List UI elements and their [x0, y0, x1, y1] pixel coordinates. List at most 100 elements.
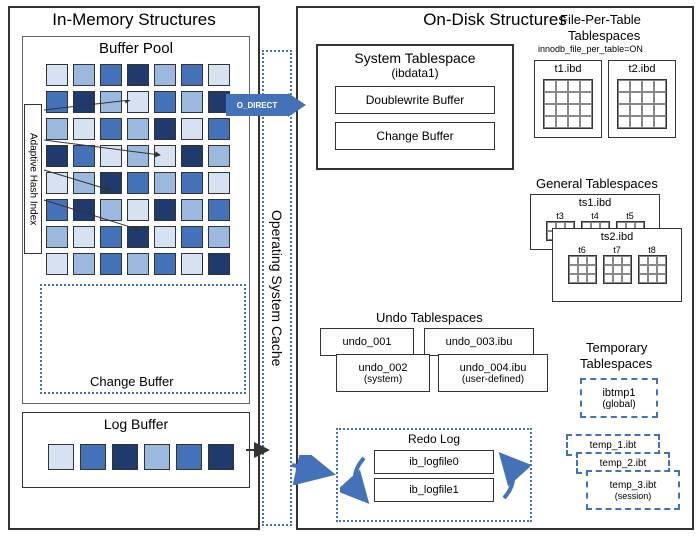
- redo-log-title: Redo Log: [338, 430, 530, 446]
- gen-ts-title: General Tablespaces: [536, 176, 658, 191]
- odirect-arrow-head: [288, 93, 306, 117]
- os-cache: Operating System Cache: [262, 50, 292, 526]
- log-buffer-cell: [144, 444, 170, 470]
- ahi-box: Adaptive Hash Index: [24, 104, 42, 254]
- buffer-pool-cell: [46, 226, 68, 248]
- change-buffer-title: Change Buffer: [90, 374, 174, 389]
- buffer-pool-cell: [208, 64, 230, 86]
- buffer-pool-cell: [46, 118, 68, 140]
- buffer-pool-cell: [46, 145, 68, 167]
- fpt-file-1: t1.ibd: [534, 60, 602, 138]
- undo-1: undo_001: [320, 328, 414, 356]
- buffer-pool-cell: [208, 199, 230, 221]
- buffer-pool-cell: [181, 91, 203, 113]
- mini-table-icon: [617, 79, 667, 129]
- buffer-pool-cell: [181, 118, 203, 140]
- buffer-pool-cell: [154, 64, 176, 86]
- buffer-pool-cell: [73, 172, 95, 194]
- buffer-pool-title: Buffer Pool: [23, 37, 249, 60]
- buffer-pool-cell: [208, 145, 230, 167]
- fpt-file-2-name: t2.ibd: [629, 63, 656, 75]
- panel-inmem-title: In-Memory Structures: [10, 8, 258, 32]
- gen-ts-2: ts2.ibd t6 t7 t8: [552, 228, 682, 302]
- buffer-pool-cell: [46, 199, 68, 221]
- buffer-pool-cell: [100, 145, 122, 167]
- temp-ts-title1: Temporary: [586, 340, 647, 355]
- buffer-pool-cell: [208, 118, 230, 140]
- system-ts-subtitle: (ibdata1): [391, 66, 438, 80]
- log-buffer-cell: [176, 444, 202, 470]
- buffer-pool-cell: [154, 118, 176, 140]
- buffer-pool-cell: [127, 91, 149, 113]
- buffer-pool-cell: [46, 64, 68, 86]
- odirect-label: O_DIRECT: [237, 101, 277, 110]
- buffer-pool-cell: [154, 199, 176, 221]
- buffer-pool-cell: [127, 253, 149, 275]
- temp-s3: temp_3.ibt (session): [586, 470, 680, 510]
- buffer-pool-cell: [73, 226, 95, 248]
- buffer-pool-cell: [208, 226, 230, 248]
- fpt-config: innodb_file_per_table=ON: [538, 44, 643, 54]
- buffer-pool-cell: [181, 172, 203, 194]
- redo-file-0: ib_logfile0: [374, 450, 494, 474]
- buffer-pool-cell: [181, 226, 203, 248]
- buffer-pool-cell: [73, 118, 95, 140]
- buffer-pool-cell: [181, 253, 203, 275]
- buffer-pool-cell: [73, 199, 95, 221]
- temp-global: ibtmp1 (global): [580, 378, 658, 418]
- buffer-pool-cell: [154, 172, 176, 194]
- os-cache-label: Operating System Cache: [269, 210, 285, 366]
- buffer-pool-cell: [100, 199, 122, 221]
- buffer-pool-cell: [127, 64, 149, 86]
- buffer-pool-cell: [127, 199, 149, 221]
- buffer-pool-cell: [73, 64, 95, 86]
- buffer-pool-cell: [100, 253, 122, 275]
- buffer-pool-cell: [73, 145, 95, 167]
- buffer-pool-cell: [73, 253, 95, 275]
- temp-ts-title2: Tablespaces: [580, 356, 652, 371]
- log-buffer-title: Log Buffer: [23, 413, 249, 435]
- fpt-title: File-Per-Table: [560, 12, 641, 27]
- buffer-pool-cell: [181, 145, 203, 167]
- buffer-pool-cell: [127, 145, 149, 167]
- fpt-file-1-name: t1.ibd: [555, 63, 582, 75]
- buffer-pool-cell: [100, 64, 122, 86]
- change-buffer-disk: Change Buffer: [335, 122, 495, 150]
- buffer-pool-cell: [127, 118, 149, 140]
- buffer-pool-cell: [181, 199, 203, 221]
- redo-log: Redo Log ib_logfile0 ib_logfile1: [336, 428, 532, 522]
- buffer-pool-cell: [100, 118, 122, 140]
- buffer-pool-cell: [154, 226, 176, 248]
- mini-table-icon: [543, 79, 593, 129]
- buffer-pool-cell: [208, 253, 230, 275]
- buffer-pool-cell: [154, 253, 176, 275]
- ahi-label: Adaptive Hash Index: [28, 133, 39, 225]
- undo-2: undo_002 (system): [336, 354, 430, 392]
- system-tablespace: System Tablespace (ibdata1) Doublewrite …: [316, 44, 514, 170]
- buffer-pool-cell: [100, 91, 122, 113]
- buffer-pool-cell: [46, 172, 68, 194]
- buffer-pool-cell: [100, 172, 122, 194]
- buffer-pool-cell: [127, 226, 149, 248]
- redo-file-1: ib_logfile1: [374, 478, 494, 502]
- buffer-pool-cell: [127, 172, 149, 194]
- buffer-pool-cell: [154, 91, 176, 113]
- undo-4: undo_004.ibu (user-defined): [438, 354, 548, 392]
- log-buffer-cell: [112, 444, 138, 470]
- buffer-pool-cell: [181, 64, 203, 86]
- buffer-pool-cell: [46, 91, 68, 113]
- fpt-subtitle: Tablespaces: [568, 28, 640, 43]
- buffer-pool-cell: [154, 145, 176, 167]
- log-buffer-cell: [80, 444, 106, 470]
- buffer-pool-cell: [46, 253, 68, 275]
- odirect-arrow-body: O_DIRECT: [226, 94, 288, 116]
- fpt-file-2: t2.ibd: [608, 60, 676, 138]
- buffer-pool-cell: [208, 172, 230, 194]
- undo-ts-title: Undo Tablespaces: [376, 310, 483, 325]
- gen-ts-1-name: ts1.ibd: [579, 197, 611, 209]
- system-ts-title: System Tablespace: [354, 50, 475, 66]
- log-buffer-cell: [48, 444, 74, 470]
- buffer-pool-cell: [100, 226, 122, 248]
- gen-ts-2-name: ts2.ibd: [601, 231, 633, 243]
- undo-3: undo_003.ibu: [424, 328, 534, 356]
